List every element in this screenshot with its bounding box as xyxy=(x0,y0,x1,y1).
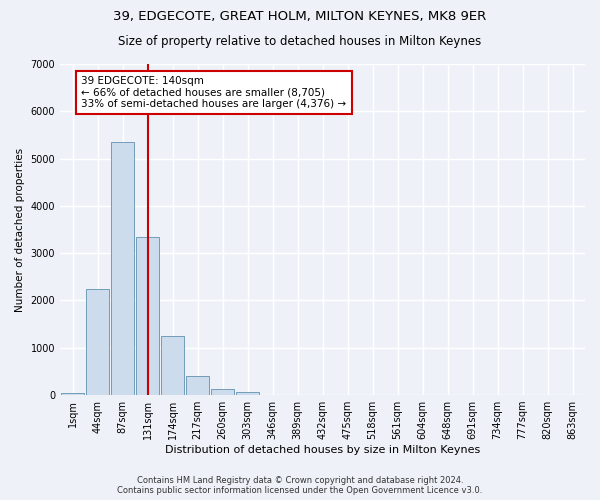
Bar xyxy=(61,392,84,395)
Bar xyxy=(86,288,109,395)
Bar xyxy=(111,142,134,395)
Bar xyxy=(161,336,184,395)
Text: Size of property relative to detached houses in Milton Keynes: Size of property relative to detached ho… xyxy=(118,35,482,48)
Text: 39 EDGECOTE: 140sqm
← 66% of detached houses are smaller (8,705)
33% of semi-det: 39 EDGECOTE: 140sqm ← 66% of detached ho… xyxy=(81,76,346,109)
Bar xyxy=(186,376,209,395)
Text: 39, EDGECOTE, GREAT HOLM, MILTON KEYNES, MK8 9ER: 39, EDGECOTE, GREAT HOLM, MILTON KEYNES,… xyxy=(113,10,487,23)
Bar xyxy=(211,390,234,395)
Bar xyxy=(136,236,159,395)
X-axis label: Distribution of detached houses by size in Milton Keynes: Distribution of detached houses by size … xyxy=(165,445,480,455)
Y-axis label: Number of detached properties: Number of detached properties xyxy=(15,148,25,312)
Bar xyxy=(236,392,259,395)
Text: Contains HM Land Registry data © Crown copyright and database right 2024.
Contai: Contains HM Land Registry data © Crown c… xyxy=(118,476,482,495)
